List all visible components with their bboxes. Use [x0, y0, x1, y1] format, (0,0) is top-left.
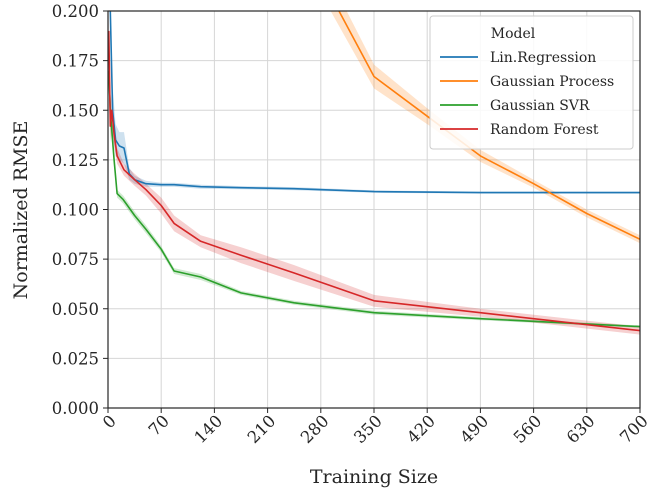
y-tick-label: 0.150 [52, 101, 99, 120]
y-axis-title: Normalized RMSE [10, 121, 32, 300]
x-tick-label: 280 [297, 411, 333, 447]
legend-label: Random Forest [490, 122, 599, 138]
confidence-bands [108, 11, 640, 335]
x-tick-label: 350 [350, 411, 386, 447]
legend-frame [429, 15, 634, 150]
y-tick-label: 0.000 [52, 399, 99, 418]
y-tick-label: 0.200 [52, 2, 99, 21]
x-tick-label: 210 [244, 411, 280, 447]
x-tick-label: 700 [616, 411, 652, 447]
x-tick-label: 70 [145, 411, 173, 439]
band-random-forest [108, 11, 640, 335]
y-tick-label: 0.025 [52, 349, 99, 368]
y-tick-label: 0.050 [52, 300, 99, 319]
line-lin-regression [109, 11, 640, 194]
y-tick-label: 0.175 [52, 52, 99, 71]
y-tick-label: 0.075 [52, 250, 99, 269]
x-axis-title: Training Size [310, 466, 438, 488]
y-axis: 0.000 0.025 0.050 0.075 0.100 0.125 0.150 0.175… [52, 2, 108, 418]
y-tick-label: 0.125 [52, 151, 99, 170]
x-tick-label: 420 [403, 411, 439, 447]
x-tick-label: 0 [99, 411, 120, 432]
x-tick-label: 560 [510, 411, 546, 447]
y-tick-label: 0.100 [52, 201, 99, 220]
legend: Model Lin.Regression Gaussian Process Gaus… [429, 15, 634, 150]
x-tick-label: 490 [457, 411, 493, 447]
legend-label: Gaussian Process [490, 74, 614, 90]
x-tick-label: 630 [563, 411, 599, 447]
line-random-forest [108, 30, 640, 332]
legend-label: Lin.Regression [490, 50, 596, 66]
legend-title: Model [491, 26, 536, 42]
x-tick-label: 140 [191, 411, 227, 447]
x-axis: 0 70 140 210 280 350 420 490 560 630 700 [99, 408, 652, 447]
line-gaussian-svr [108, 70, 640, 328]
legend-label: Gaussian SVR [490, 98, 590, 114]
